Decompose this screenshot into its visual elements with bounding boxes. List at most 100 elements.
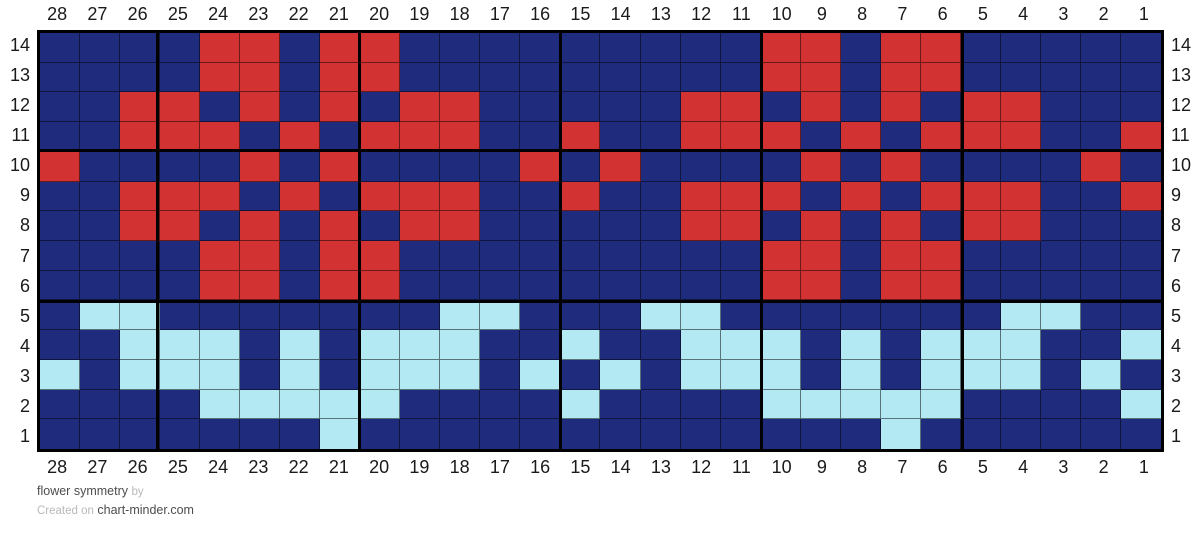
grid-cell-r12-c18[interactable] [440, 92, 481, 123]
grid-cell-r2-c20[interactable] [360, 389, 401, 420]
grid-cell-r14-c6[interactable] [920, 33, 961, 63]
grid-cell-r3-c19[interactable] [400, 359, 441, 390]
grid-cell-r10-c17[interactable] [480, 151, 521, 182]
grid-cell-r12-c9[interactable] [800, 92, 841, 123]
grid-cell-r11-c8[interactable] [840, 122, 881, 152]
grid-cell-r5-c24[interactable] [200, 300, 241, 331]
grid-cell-r12-c8[interactable] [840, 92, 881, 123]
grid-cell-r9-c28[interactable] [40, 181, 81, 212]
grid-cell-r4-c7[interactable] [880, 330, 921, 360]
grid-cell-r12-c11[interactable] [720, 92, 761, 123]
grid-cell-r9-c10[interactable] [760, 181, 801, 212]
grid-cell-r10-c18[interactable] [440, 151, 481, 182]
grid-cell-r5-c25[interactable] [160, 300, 201, 331]
grid-cell-r13-c12[interactable] [680, 62, 721, 93]
grid-cell-r8-c1[interactable] [1120, 211, 1161, 241]
grid-cell-r3-c5[interactable] [960, 359, 1001, 390]
grid-cell-r4-c24[interactable] [200, 330, 241, 360]
grid-cell-r9-c20[interactable] [360, 181, 401, 212]
grid-cell-r7-c16[interactable] [520, 240, 561, 271]
grid-cell-r11-c18[interactable] [440, 122, 481, 152]
grid-cell-r2-c10[interactable] [760, 389, 801, 420]
grid-cell-r5-c2[interactable] [1080, 300, 1121, 331]
grid-cell-r5-c15[interactable] [560, 300, 601, 331]
grid-cell-r6-c4[interactable] [1000, 270, 1041, 301]
grid-cell-r4-c26[interactable] [120, 330, 161, 360]
grid-cell-r10-c7[interactable] [880, 151, 921, 182]
grid-cell-r2-c13[interactable] [640, 389, 681, 420]
grid-cell-r8-c12[interactable] [680, 211, 721, 241]
grid-cell-r9-c19[interactable] [400, 181, 441, 212]
grid-cell-r13-c21[interactable] [320, 62, 361, 93]
grid-cell-r7-c3[interactable] [1040, 240, 1081, 271]
grid-cell-r13-c4[interactable] [1000, 62, 1041, 93]
grid-cell-r9-c24[interactable] [200, 181, 241, 212]
grid-cell-r11-c25[interactable] [160, 122, 201, 152]
grid-cell-r9-c5[interactable] [960, 181, 1001, 212]
grid-cell-r12-c1[interactable] [1120, 92, 1161, 123]
grid-cell-r2-c17[interactable] [480, 389, 521, 420]
grid-cell-r3-c20[interactable] [360, 359, 401, 390]
grid-cell-r14-c23[interactable] [240, 33, 281, 63]
grid-cell-r1-c11[interactable] [720, 419, 761, 449]
grid-cell-r5-c18[interactable] [440, 300, 481, 331]
grid-cell-r13-c28[interactable] [40, 62, 81, 93]
grid-cell-r6-c17[interactable] [480, 270, 521, 301]
grid-cell-r10-c26[interactable] [120, 151, 161, 182]
grid-cell-r1-c18[interactable] [440, 419, 481, 449]
grid-cell-r4-c16[interactable] [520, 330, 561, 360]
grid-cell-r9-c14[interactable] [600, 181, 641, 212]
grid-cell-r2-c15[interactable] [560, 389, 601, 420]
grid-cell-r5-c20[interactable] [360, 300, 401, 331]
grid-cell-r6-c13[interactable] [640, 270, 681, 301]
grid-cell-r1-c1[interactable] [1120, 419, 1161, 449]
grid-cell-r10-c8[interactable] [840, 151, 881, 182]
grid-cell-r8-c2[interactable] [1080, 211, 1121, 241]
grid-cell-r9-c25[interactable] [160, 181, 201, 212]
grid-cell-r13-c13[interactable] [640, 62, 681, 93]
grid-cell-r9-c17[interactable] [480, 181, 521, 212]
grid-cell-r12-c22[interactable] [280, 92, 321, 123]
grid-cell-r4-c4[interactable] [1000, 330, 1041, 360]
grid-cell-r6-c23[interactable] [240, 270, 281, 301]
grid-cell-r6-c5[interactable] [960, 270, 1001, 301]
grid-cell-r8-c13[interactable] [640, 211, 681, 241]
grid-cell-r1-c13[interactable] [640, 419, 681, 449]
grid-cell-r3-c7[interactable] [880, 359, 921, 390]
grid-cell-r2-c28[interactable] [40, 389, 81, 420]
grid-cell-r3-c28[interactable] [40, 359, 81, 390]
grid-cell-r2-c26[interactable] [120, 389, 161, 420]
grid-cell-r8-c14[interactable] [600, 211, 641, 241]
grid-cell-r7-c13[interactable] [640, 240, 681, 271]
grid-cell-r9-c18[interactable] [440, 181, 481, 212]
grid-cell-r8-c23[interactable] [240, 211, 281, 241]
grid-cell-r6-c21[interactable] [320, 270, 361, 301]
grid-cell-r4-c6[interactable] [920, 330, 961, 360]
grid-cell-r14-c15[interactable] [560, 33, 601, 63]
grid-cell-r6-c6[interactable] [920, 270, 961, 301]
grid-cell-r3-c13[interactable] [640, 359, 681, 390]
grid-cell-r14-c12[interactable] [680, 33, 721, 63]
grid-cell-r6-c26[interactable] [120, 270, 161, 301]
grid-cell-r6-c1[interactable] [1120, 270, 1161, 301]
grid-cell-r3-c12[interactable] [680, 359, 721, 390]
grid-cell-r11-c15[interactable] [560, 122, 601, 152]
grid-cell-r11-c4[interactable] [1000, 122, 1041, 152]
grid-cell-r11-c27[interactable] [80, 122, 121, 152]
grid-cell-r5-c9[interactable] [800, 300, 841, 331]
grid-cell-r4-c12[interactable] [680, 330, 721, 360]
grid-cell-r8-c27[interactable] [80, 211, 121, 241]
grid-cell-r11-c11[interactable] [720, 122, 761, 152]
grid-cell-r11-c24[interactable] [200, 122, 241, 152]
grid-cell-r8-c9[interactable] [800, 211, 841, 241]
grid-cell-r13-c26[interactable] [120, 62, 161, 93]
grid-cell-r9-c11[interactable] [720, 181, 761, 212]
grid-cell-r3-c6[interactable] [920, 359, 961, 390]
grid-cell-r7-c11[interactable] [720, 240, 761, 271]
grid-cell-r12-c28[interactable] [40, 92, 81, 123]
grid-cell-r7-c21[interactable] [320, 240, 361, 271]
grid-cell-r3-c4[interactable] [1000, 359, 1041, 390]
grid-cell-r12-c20[interactable] [360, 92, 401, 123]
grid-cell-r2-c9[interactable] [800, 389, 841, 420]
grid-cell-r8-c26[interactable] [120, 211, 161, 241]
